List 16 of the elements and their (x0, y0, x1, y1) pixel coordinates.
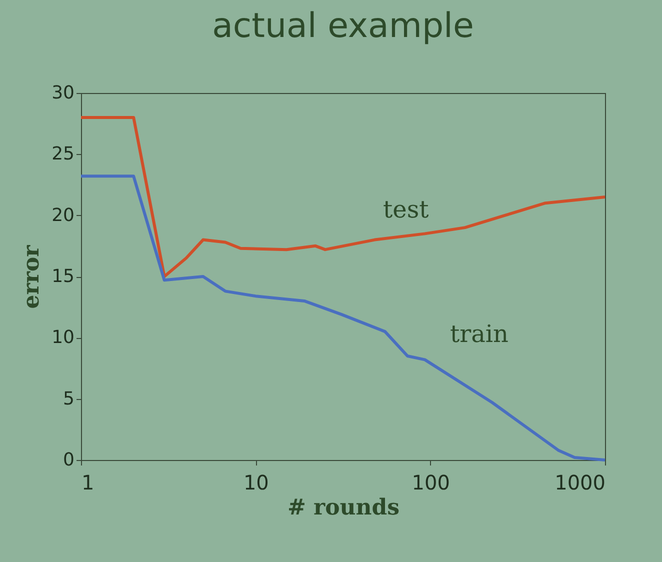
x-tick-label: 1000 (554, 470, 606, 494)
y-tick-label: 5 (63, 388, 74, 410)
y-tick-label: 25 (52, 144, 74, 165)
annotation: train (450, 320, 509, 348)
y-tick-label: 10 (52, 327, 74, 348)
x-tick-label: 100 (412, 470, 450, 494)
chart-title: actual example (212, 6, 474, 46)
x-axis-title: # rounds (287, 494, 400, 520)
y-tick-label: 15 (52, 266, 74, 287)
y-tick-label: 0 (63, 450, 74, 470)
y-axis-title: error (18, 244, 45, 309)
y-tick-label: 20 (52, 204, 74, 226)
x-tick-label: 1 (82, 470, 94, 494)
x-tick-label: 10 (243, 470, 269, 494)
y-tick-label: 30 (52, 82, 74, 104)
annotation: test (382, 195, 430, 224)
